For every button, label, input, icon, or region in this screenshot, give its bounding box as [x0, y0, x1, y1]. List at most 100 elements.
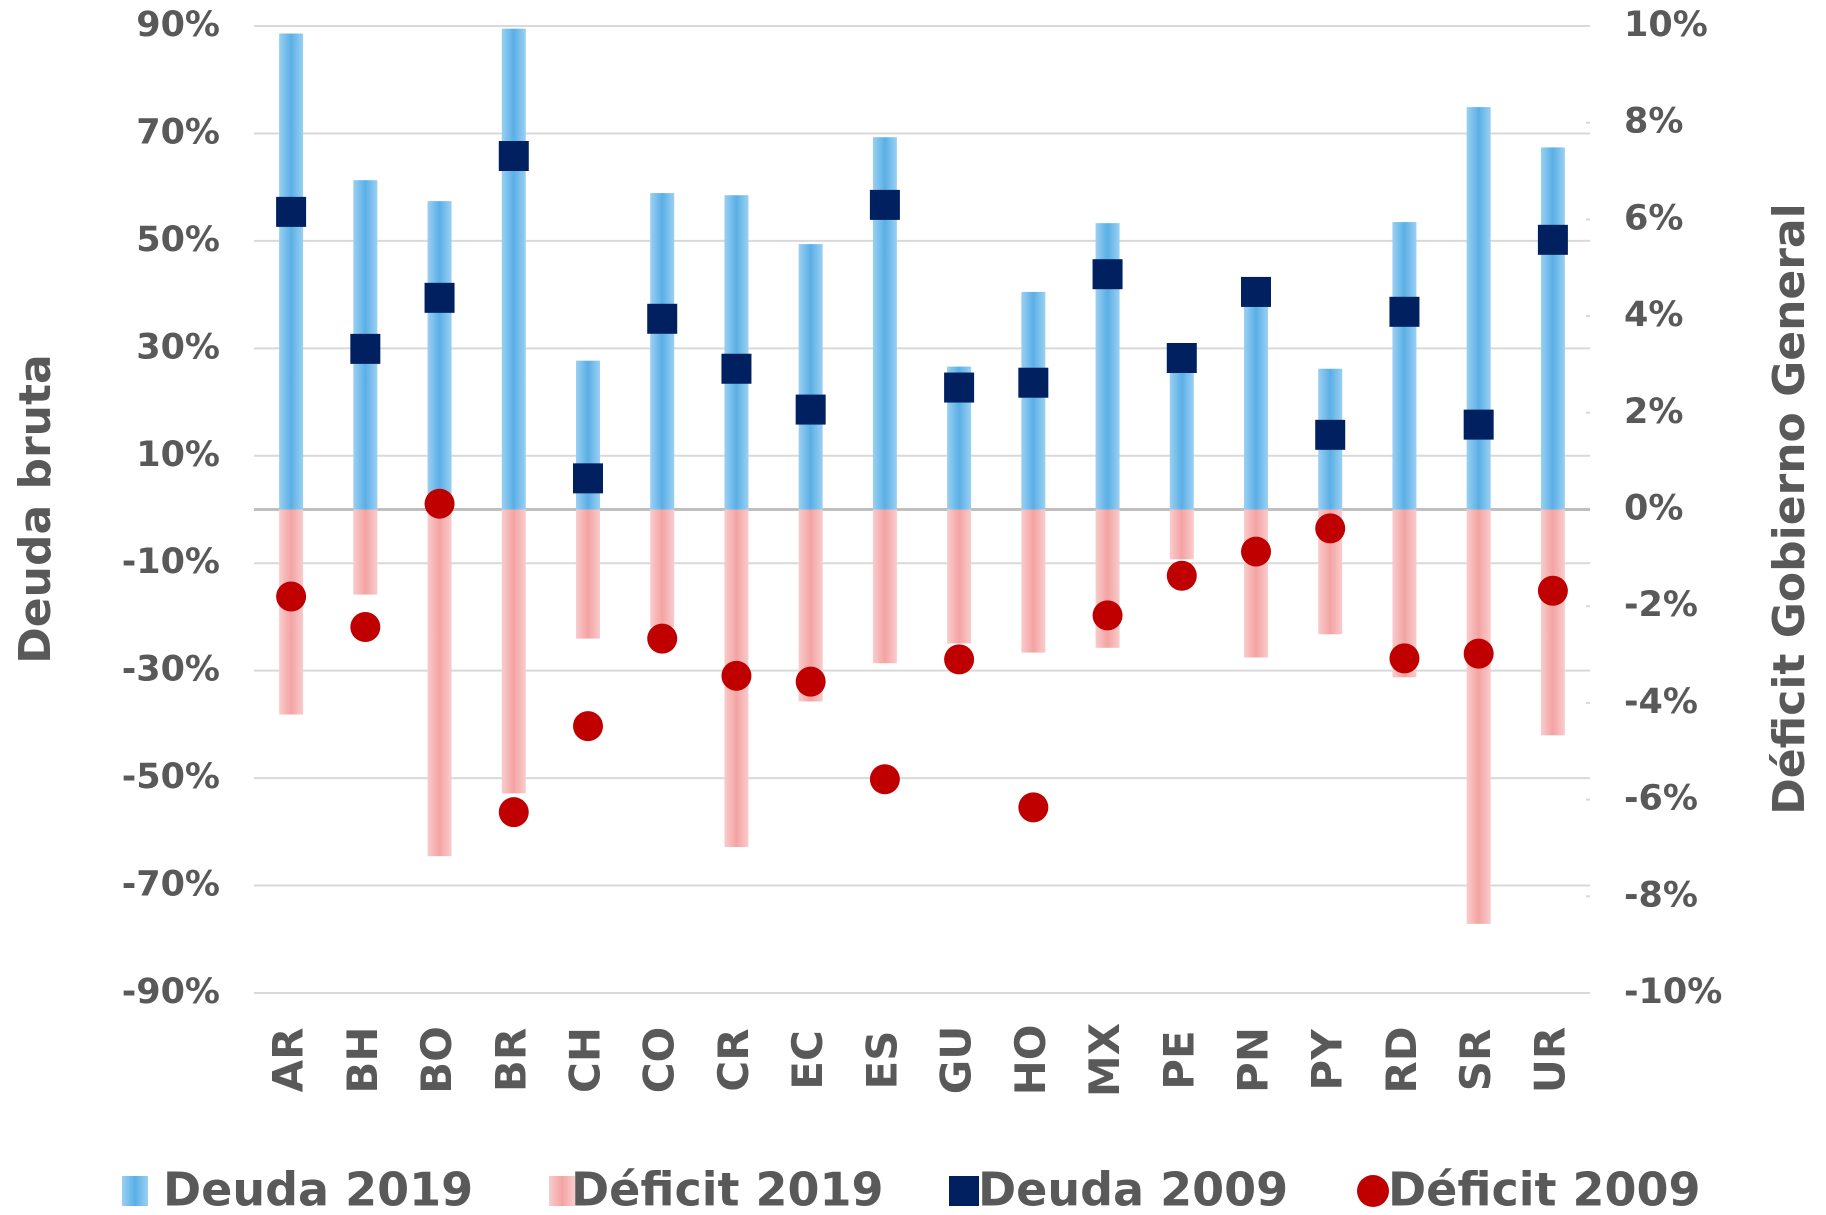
bar — [279, 509, 304, 715]
y2-tick-label: 6% — [1624, 198, 1683, 238]
bar — [724, 195, 749, 510]
y2-tick-label: -4% — [1624, 682, 1698, 722]
square-marker — [721, 353, 752, 384]
y-tick-label: -10% — [122, 542, 220, 582]
bar — [279, 33, 304, 510]
y2-tick-label: -8% — [1624, 875, 1698, 915]
legend-label: Déficit 2019 — [571, 1163, 884, 1215]
bar — [1169, 359, 1194, 510]
square-marker — [498, 141, 529, 172]
y-tick-label: -90% — [122, 972, 220, 1012]
x-tick-label: GU — [932, 1026, 981, 1095]
x-tick-label: AR — [264, 1028, 313, 1093]
y2-axis-title: Déficit Gobierno General — [1764, 203, 1815, 814]
y2-tick-label: 8% — [1624, 102, 1683, 142]
circle-marker — [1092, 600, 1123, 631]
y2-tick-label: -10% — [1624, 972, 1722, 1012]
bar — [1466, 509, 1491, 924]
bar — [353, 509, 378, 595]
square-marker — [276, 196, 307, 227]
x-tick-label: PE — [1154, 1030, 1203, 1089]
bar — [1169, 509, 1194, 560]
y2-tick-label: 4% — [1624, 295, 1683, 335]
bar — [1392, 222, 1417, 510]
square-marker — [795, 394, 826, 425]
circle-marker — [795, 666, 826, 697]
y-tick-label: 10% — [136, 435, 220, 475]
circle-marker — [1166, 560, 1197, 591]
y2-tick-label: 2% — [1624, 392, 1683, 432]
y-tick-label: 70% — [136, 112, 220, 152]
circle-marker — [1315, 513, 1346, 544]
x-tick-label: BO — [412, 1026, 461, 1094]
legend-label: Déficit 2009 — [1388, 1163, 1701, 1215]
y2-tick-label: 0% — [1624, 489, 1683, 529]
y2-tick-label: -6% — [1624, 779, 1698, 819]
x-tick-label: CH — [561, 1027, 610, 1093]
circle-marker — [721, 660, 752, 691]
square-marker — [1166, 343, 1197, 374]
y-tick-label: 30% — [136, 327, 220, 367]
circle-marker — [573, 711, 603, 742]
x-tick-label: HO — [1006, 1025, 1055, 1096]
x-tick-label: CR — [709, 1028, 758, 1091]
x-tick-label: UR — [1525, 1027, 1574, 1093]
bar — [427, 509, 452, 857]
legend-symbol — [949, 1176, 979, 1206]
legend-symbol — [549, 1176, 575, 1206]
y-axis-title: Deuda bruta — [10, 354, 61, 663]
square-marker — [647, 303, 678, 334]
circle-marker — [350, 611, 381, 642]
square-marker — [1315, 419, 1346, 450]
bar — [501, 509, 526, 794]
circle-marker — [647, 623, 678, 654]
square-marker — [1241, 276, 1271, 307]
circle-marker — [1018, 792, 1049, 823]
bar — [798, 244, 823, 510]
circle-marker — [424, 488, 455, 519]
square-marker — [1389, 296, 1420, 327]
circle-marker — [1463, 638, 1494, 669]
square-marker — [1463, 409, 1494, 440]
bar — [650, 193, 675, 510]
y-tick-label: -50% — [122, 757, 220, 797]
square-marker — [1018, 367, 1049, 398]
bar — [576, 509, 600, 639]
circle-marker — [1537, 575, 1568, 606]
x-tick-label: PY — [1303, 1029, 1352, 1091]
x-tick-label: PN — [1229, 1027, 1278, 1093]
x-tick-label: BR — [486, 1028, 535, 1092]
bar — [947, 509, 972, 644]
legend-symbol — [1357, 1175, 1389, 1207]
square-marker — [1092, 259, 1123, 290]
square-marker — [350, 333, 381, 364]
y2-tick-label: -2% — [1624, 585, 1698, 625]
x-tick-label: BH — [338, 1026, 387, 1093]
x-tick-label: RD — [1377, 1026, 1426, 1093]
y2-tick-label: 10% — [1624, 5, 1708, 45]
square-marker — [944, 372, 975, 403]
legend-label: Deuda 2019 — [163, 1163, 473, 1215]
bar — [650, 509, 675, 627]
legend-label: Deuda 2009 — [978, 1163, 1288, 1215]
square-marker — [424, 282, 455, 313]
x-tick-label: MX — [1080, 1023, 1129, 1097]
bar — [1021, 509, 1046, 653]
x-tick-label: CO — [635, 1027, 684, 1094]
y-tick-label: -30% — [122, 650, 220, 690]
circle-marker — [276, 581, 307, 612]
bar — [1244, 294, 1268, 510]
y-tick-label: 90% — [136, 5, 220, 45]
square-marker — [869, 189, 900, 220]
y-tick-label: -70% — [122, 865, 220, 905]
bar — [1244, 509, 1268, 658]
square-marker — [1537, 224, 1568, 255]
bar — [501, 28, 526, 510]
legend-symbol — [122, 1176, 148, 1206]
bar — [1021, 291, 1046, 510]
square-marker — [573, 463, 603, 494]
circle-marker — [944, 644, 975, 675]
circle-marker — [869, 764, 900, 795]
bar — [1540, 147, 1565, 510]
circle-marker — [1241, 536, 1271, 567]
